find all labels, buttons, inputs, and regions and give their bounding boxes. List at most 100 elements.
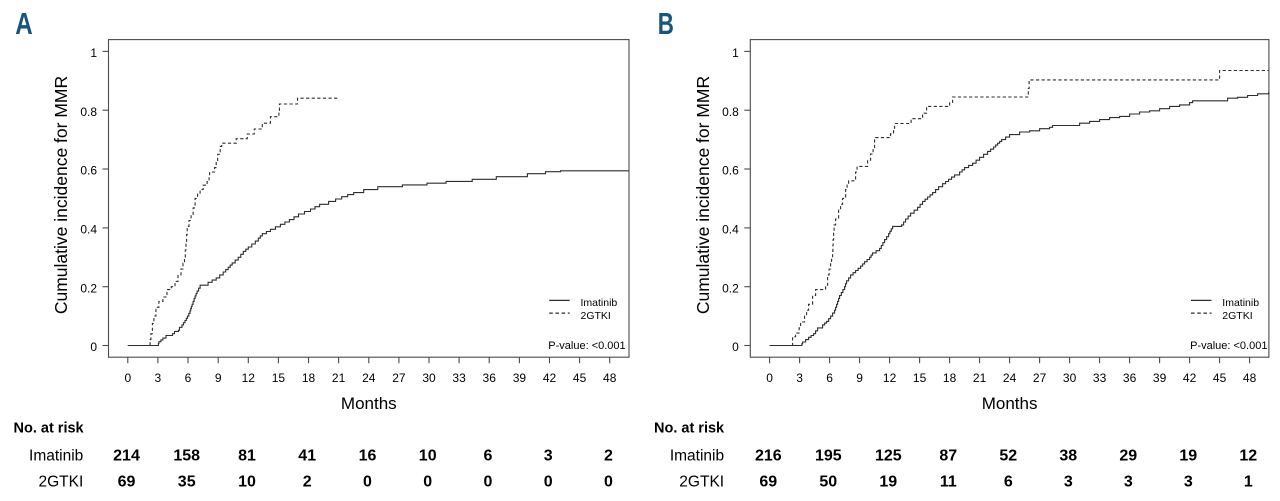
svg-text:0.6: 0.6: [722, 164, 739, 178]
svg-text:6: 6: [826, 371, 833, 385]
svg-text:0: 0: [483, 473, 492, 490]
svg-text:P-value: <0.001: P-value: <0.001: [1190, 340, 1267, 352]
svg-text:19: 19: [1179, 447, 1197, 464]
svg-text:16: 16: [359, 447, 377, 464]
svg-text:0: 0: [124, 371, 131, 385]
svg-text:0: 0: [766, 371, 773, 385]
svg-text:Months: Months: [982, 394, 1038, 413]
svg-text:48: 48: [603, 371, 617, 385]
svg-text:3: 3: [155, 371, 162, 385]
svg-text:11: 11: [940, 473, 957, 490]
svg-text:2GTKI: 2GTKI: [1222, 310, 1252, 322]
svg-text:0.8: 0.8: [722, 105, 739, 119]
svg-text:2GTKI: 2GTKI: [39, 473, 84, 490]
svg-text:6: 6: [483, 447, 492, 464]
svg-text:35: 35: [178, 473, 196, 490]
svg-text:3: 3: [1184, 473, 1193, 490]
svg-text:10: 10: [238, 473, 256, 490]
svg-text:Months: Months: [341, 394, 397, 413]
svg-text:No. at risk: No. at risk: [654, 421, 725, 437]
svg-text:30: 30: [422, 371, 436, 385]
svg-text:0: 0: [90, 340, 97, 354]
svg-text:29: 29: [1119, 447, 1137, 464]
svg-text:0.4: 0.4: [722, 223, 739, 237]
svg-text:30: 30: [1063, 371, 1077, 385]
svg-text:39: 39: [513, 371, 527, 385]
svg-text:15: 15: [913, 371, 927, 385]
svg-text:3: 3: [1124, 473, 1133, 490]
svg-text:2GTKI: 2GTKI: [679, 473, 724, 490]
svg-text:0.2: 0.2: [80, 281, 97, 295]
svg-text:2: 2: [604, 447, 613, 464]
svg-text:18: 18: [943, 371, 957, 385]
svg-text:24: 24: [362, 371, 376, 385]
svg-text:3: 3: [544, 447, 553, 464]
svg-text:12: 12: [1239, 447, 1257, 464]
svg-text:0.2: 0.2: [722, 281, 739, 295]
svg-text:0.6: 0.6: [80, 164, 97, 178]
svg-text:12: 12: [883, 371, 897, 385]
svg-text:36: 36: [1123, 371, 1137, 385]
svg-text:19: 19: [879, 473, 897, 490]
svg-text:125: 125: [875, 447, 902, 464]
svg-text:52: 52: [999, 447, 1017, 464]
svg-text:27: 27: [392, 371, 406, 385]
svg-text:1: 1: [90, 46, 97, 60]
svg-text:81: 81: [238, 447, 256, 464]
svg-text:33: 33: [452, 371, 466, 385]
svg-text:9: 9: [856, 371, 863, 385]
svg-text:45: 45: [573, 371, 587, 385]
svg-text:0.4: 0.4: [80, 223, 97, 237]
svg-text:216: 216: [755, 447, 782, 464]
svg-text:87: 87: [939, 447, 957, 464]
svg-text:42: 42: [1183, 371, 1197, 385]
svg-text:18: 18: [302, 371, 316, 385]
svg-text:1: 1: [1244, 473, 1253, 490]
svg-text:3: 3: [796, 371, 803, 385]
svg-text:Imatinib: Imatinib: [1222, 297, 1259, 309]
svg-text:45: 45: [1213, 371, 1227, 385]
svg-text:41: 41: [298, 447, 316, 464]
svg-text:1: 1: [732, 46, 739, 60]
svg-text:195: 195: [815, 447, 842, 464]
svg-text:15: 15: [272, 371, 286, 385]
svg-text:P-value: <0.001: P-value: <0.001: [548, 340, 625, 352]
svg-text:0: 0: [363, 473, 372, 490]
svg-text:B: B: [658, 7, 674, 41]
svg-text:36: 36: [483, 371, 497, 385]
svg-text:12: 12: [242, 371, 256, 385]
svg-text:42: 42: [543, 371, 557, 385]
svg-text:33: 33: [1093, 371, 1107, 385]
svg-text:3: 3: [1064, 473, 1073, 490]
svg-text:Imatinib: Imatinib: [581, 297, 618, 309]
svg-text:27: 27: [1033, 371, 1047, 385]
svg-text:9: 9: [215, 371, 222, 385]
svg-text:No. at risk: No. at risk: [14, 421, 85, 437]
svg-text:21: 21: [973, 371, 987, 385]
svg-text:Cumulative incidence for MMR: Cumulative incidence for MMR: [51, 76, 71, 314]
svg-text:69: 69: [118, 473, 136, 490]
svg-text:10: 10: [419, 447, 437, 464]
svg-text:0: 0: [423, 473, 432, 490]
svg-text:2GTKI: 2GTKI: [581, 310, 611, 322]
svg-text:69: 69: [759, 473, 777, 490]
svg-text:6: 6: [1004, 473, 1013, 490]
svg-text:Imatinib: Imatinib: [670, 447, 724, 464]
svg-text:0: 0: [732, 340, 739, 354]
svg-text:38: 38: [1059, 447, 1077, 464]
svg-text:6: 6: [185, 371, 192, 385]
svg-text:214: 214: [113, 447, 140, 464]
svg-text:0: 0: [544, 473, 553, 490]
svg-text:Cumulative incidence for MMR: Cumulative incidence for MMR: [693, 76, 713, 314]
svg-text:39: 39: [1153, 371, 1167, 385]
svg-text:48: 48: [1243, 371, 1257, 385]
svg-text:21: 21: [332, 371, 346, 385]
svg-text:2: 2: [303, 473, 312, 490]
svg-text:Imatinib: Imatinib: [29, 447, 83, 464]
svg-text:A: A: [15, 6, 32, 41]
svg-text:0.8: 0.8: [80, 105, 97, 119]
svg-text:50: 50: [819, 473, 837, 490]
svg-text:0: 0: [604, 473, 613, 490]
svg-text:158: 158: [173, 447, 200, 464]
svg-text:24: 24: [1003, 371, 1017, 385]
